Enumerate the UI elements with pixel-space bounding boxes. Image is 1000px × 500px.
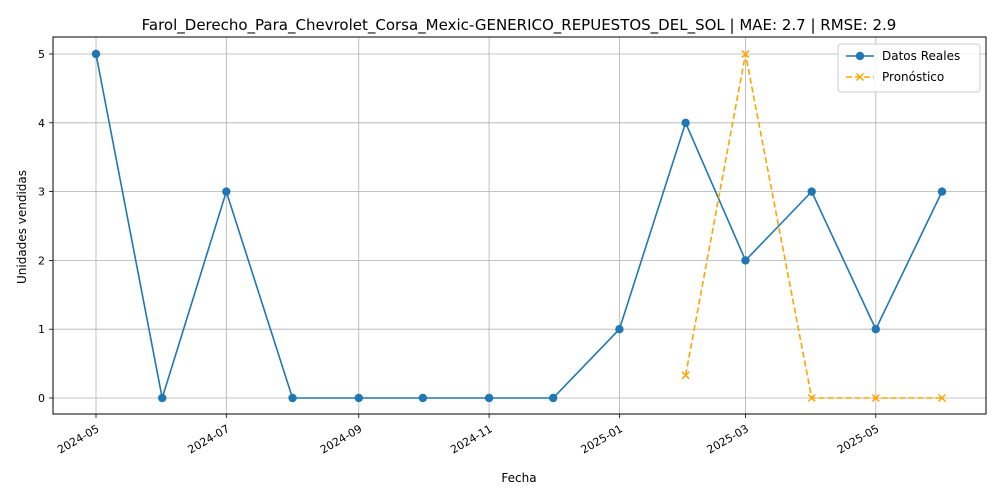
plot-frame: [52, 36, 987, 415]
x-tick-label: 2025-03: [705, 422, 751, 456]
x-tick-label: 2024-05: [55, 422, 101, 456]
x-axis-ticks: 2024-05 2024-07 2024-09 2024-11 2025-01 2025-…: [55, 414, 881, 457]
x-tick-label: 2024-09: [318, 422, 364, 456]
y-tick-label: 3: [38, 186, 45, 199]
grid: [53, 37, 986, 414]
y-tick-label: 5: [38, 48, 45, 61]
x-tick-label: 2025-01: [579, 422, 625, 456]
data-point: [158, 393, 167, 403]
series-1: [681, 49, 947, 403]
y-axis-ticks: 0 1 2 3 4 5: [38, 48, 53, 405]
data-point: [807, 393, 816, 403]
legend-marker: [855, 51, 865, 61]
data-point: [484, 393, 494, 403]
data-point: [681, 371, 690, 380]
x-tick-label: 2024-07: [186, 422, 232, 456]
data-point: [548, 393, 558, 403]
legend-label: Datos Reales: [882, 49, 960, 63]
y-tick-label: 0: [38, 392, 45, 405]
data-point: [741, 256, 750, 265]
series-0: [91, 49, 947, 403]
x-tick-label: 2025-05: [835, 422, 881, 456]
data-point: [741, 49, 750, 59]
chart-title: Farol_Derecho_Para_Chevrolet_Corsa_Mexic…: [142, 16, 897, 35]
data-point: [91, 49, 101, 59]
legend-label: Pronóstico: [882, 70, 944, 84]
y-tick-label: 1: [38, 323, 45, 336]
series-line: [95, 53, 943, 399]
data-point: [871, 393, 880, 403]
data-point: [937, 393, 947, 403]
data-point: [222, 187, 231, 196]
y-tick-label: 4: [38, 117, 45, 130]
data-point: [807, 187, 816, 196]
data-point: [615, 325, 624, 334]
data-point: [354, 393, 363, 403]
data-point: [937, 187, 947, 196]
data-point: [871, 325, 880, 334]
legend-marker: [855, 72, 865, 82]
y-tick-label: 2: [38, 254, 45, 267]
series-line: [684, 53, 942, 399]
data-point: [418, 393, 428, 403]
legend: Datos Reales Pronóstico: [837, 43, 981, 93]
x-axis-label: Fecha: [501, 471, 536, 485]
data-point: [681, 118, 690, 128]
series-layer: [91, 49, 947, 403]
x-tick-label: 2024-11: [448, 422, 494, 456]
data-point: [288, 393, 297, 403]
y-axis-label: Unidades vendidas: [15, 170, 29, 284]
